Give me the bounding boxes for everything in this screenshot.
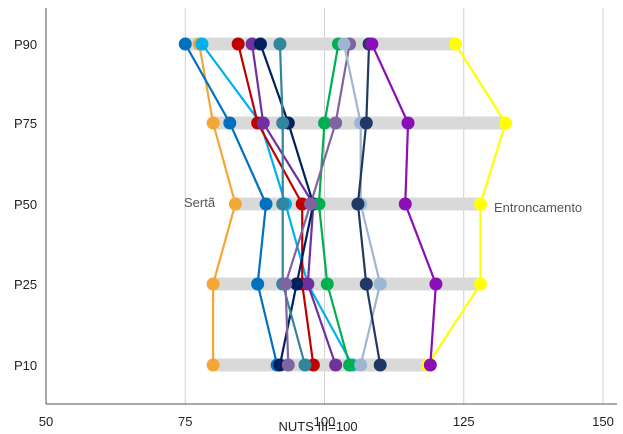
series-6-point-P10 [329,358,343,372]
category-label-P25: P25 [14,277,37,292]
series-3-point-P25 [251,277,265,291]
series-10-point-P50 [304,197,318,211]
series-12-point-P10 [373,358,387,372]
series-13-point-P90 [365,37,379,51]
series-4-point-P90 [195,37,209,51]
series-3-point-P50 [259,197,273,211]
series-12-point-P25 [359,277,373,291]
x-tick-label-100: 100 [314,414,336,429]
series-2-point-P75 [499,116,513,130]
series-3-point-P75 [223,116,237,130]
series-12-point-P75 [359,116,373,130]
series-11-point-P90 [337,37,351,51]
series-13-point-P25 [429,277,443,291]
series-3-point-P90 [178,37,192,51]
series-11-point-P25 [373,277,387,291]
series-10-point-P25 [279,277,293,291]
series-5-point-P90 [231,37,245,51]
series-7-point-P25 [290,277,304,291]
series-13-point-P10 [423,358,437,372]
category-label-P90: P90 [14,37,37,52]
series-13-point-P50 [398,197,412,211]
x-axis-title: NUTS III=100 [278,419,357,434]
series-6-point-P75 [256,116,270,130]
series-7-point-P90 [253,37,267,51]
category-label-P75: P75 [14,116,37,131]
series-10-point-P75 [329,116,343,130]
series-13-point-P75 [401,116,415,130]
x-tick-label-75: 75 [178,414,192,429]
series-9-point-P75 [318,116,331,130]
category-label-P10: P10 [14,358,37,373]
series-8-point-P75 [276,116,290,130]
annotation-entroncamento: Entroncamento [494,200,582,215]
series-11-point-P10 [354,358,368,372]
series-6-point-P25 [301,277,315,291]
series-2-point-P25 [473,277,487,291]
series-1-point-P75 [206,116,220,130]
series-2-point-P90 [448,37,462,51]
x-tick-label-125: 125 [453,414,475,429]
annotation-serta: Sertã [184,195,216,210]
series-1-point-P25 [206,277,220,291]
series-9-point-P25 [320,277,334,291]
series-10-point-P10 [281,358,295,372]
x-tick-label-50: 50 [39,414,53,429]
x-tick-label-150: 150 [592,414,614,429]
series-2-point-P50 [473,197,487,211]
series-1-point-P10 [206,358,220,372]
series-8-point-P50 [276,197,290,211]
series-9-point-P10 [343,358,357,372]
series-8-point-P90 [273,37,287,51]
category-label-P50: P50 [14,197,37,212]
series-1-point-P50 [228,197,242,211]
series-12-point-P50 [351,197,365,211]
series-8-point-P10 [298,358,312,372]
